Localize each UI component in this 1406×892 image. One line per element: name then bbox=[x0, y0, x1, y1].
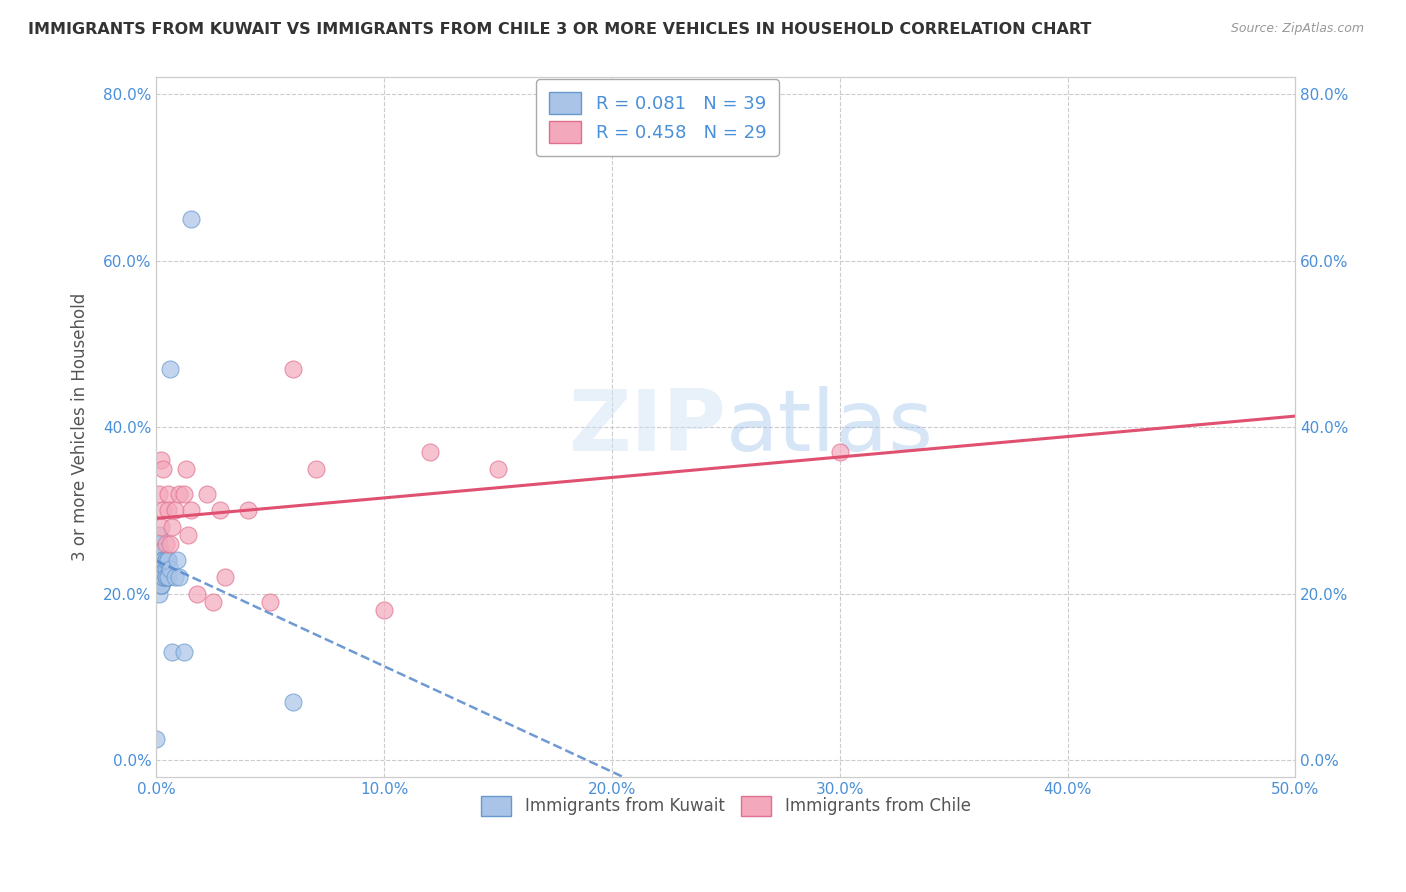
Point bbox=[150, 545, 173, 559]
Point bbox=[828, 445, 851, 459]
Point bbox=[156, 503, 179, 517]
Point bbox=[148, 562, 170, 576]
Point bbox=[236, 503, 259, 517]
Point bbox=[214, 570, 236, 584]
Point bbox=[156, 553, 179, 567]
Point bbox=[148, 545, 170, 559]
Text: atlas: atlas bbox=[725, 385, 934, 468]
Point bbox=[148, 570, 170, 584]
Point bbox=[169, 487, 191, 501]
Point bbox=[156, 487, 179, 501]
Text: Source: ZipAtlas.com: Source: ZipAtlas.com bbox=[1230, 22, 1364, 36]
Point bbox=[150, 578, 173, 592]
Point bbox=[148, 587, 170, 601]
Point bbox=[148, 553, 170, 567]
Point bbox=[305, 462, 328, 476]
Point bbox=[156, 553, 179, 567]
Point bbox=[373, 603, 395, 617]
Point bbox=[169, 570, 191, 584]
Point bbox=[159, 562, 181, 576]
Point bbox=[152, 462, 174, 476]
Point bbox=[162, 645, 184, 659]
Point bbox=[174, 462, 197, 476]
Point bbox=[150, 578, 173, 592]
Point bbox=[283, 362, 305, 376]
Point bbox=[163, 503, 186, 517]
Point bbox=[186, 587, 208, 601]
Point bbox=[150, 578, 173, 592]
Point bbox=[486, 462, 509, 476]
Point bbox=[150, 520, 173, 534]
Point bbox=[152, 553, 174, 567]
Point bbox=[152, 553, 174, 567]
Point bbox=[163, 570, 186, 584]
Point bbox=[155, 562, 177, 576]
Y-axis label: 3 or more Vehicles in Household: 3 or more Vehicles in Household bbox=[72, 293, 89, 561]
Point bbox=[195, 487, 218, 501]
Point bbox=[180, 503, 202, 517]
Point bbox=[148, 537, 170, 551]
Point bbox=[155, 553, 177, 567]
Point bbox=[166, 553, 188, 567]
Point bbox=[148, 528, 170, 542]
Point bbox=[209, 503, 232, 517]
Point bbox=[150, 562, 173, 576]
Point bbox=[152, 570, 174, 584]
Point bbox=[173, 645, 195, 659]
Point bbox=[177, 528, 200, 542]
Point bbox=[155, 553, 177, 567]
Point bbox=[155, 537, 177, 551]
Text: IMMIGRANTS FROM KUWAIT VS IMMIGRANTS FROM CHILE 3 OR MORE VEHICLES IN HOUSEHOLD : IMMIGRANTS FROM KUWAIT VS IMMIGRANTS FRO… bbox=[28, 22, 1091, 37]
Point bbox=[155, 570, 177, 584]
Point bbox=[145, 732, 167, 747]
Point bbox=[202, 595, 225, 609]
Point bbox=[180, 212, 202, 227]
Legend: Immigrants from Kuwait, Immigrants from Chile: Immigrants from Kuwait, Immigrants from … bbox=[472, 788, 979, 824]
Point bbox=[152, 570, 174, 584]
Point bbox=[148, 487, 170, 501]
Point bbox=[150, 562, 173, 576]
Point bbox=[152, 553, 174, 567]
Point bbox=[259, 595, 281, 609]
Point bbox=[173, 487, 195, 501]
Point bbox=[283, 695, 305, 709]
Point bbox=[156, 570, 179, 584]
Point bbox=[150, 562, 173, 576]
Point bbox=[159, 362, 181, 376]
Point bbox=[155, 570, 177, 584]
Point bbox=[152, 503, 174, 517]
Point bbox=[145, 570, 167, 584]
Text: ZIP: ZIP bbox=[568, 385, 725, 468]
Point bbox=[159, 537, 181, 551]
Point bbox=[162, 520, 184, 534]
Point bbox=[419, 445, 441, 459]
Point bbox=[150, 453, 173, 467]
Point bbox=[156, 570, 179, 584]
